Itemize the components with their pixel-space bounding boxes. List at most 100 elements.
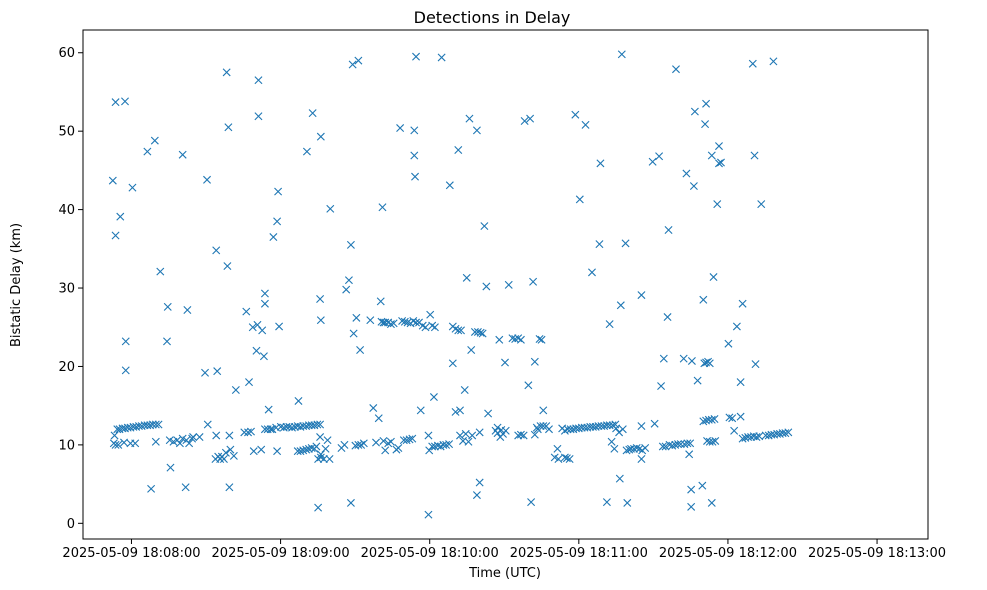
data-point	[751, 360, 760, 369]
data-point	[650, 419, 659, 428]
data-point	[465, 114, 474, 123]
data-point	[349, 329, 358, 338]
data-point	[396, 124, 405, 133]
data-point	[313, 420, 322, 429]
data-point	[617, 50, 626, 59]
data-point	[693, 376, 702, 385]
data-point	[482, 282, 491, 291]
data-point	[707, 415, 716, 424]
data-point	[530, 357, 539, 366]
data-point	[769, 57, 778, 66]
data-point	[520, 116, 529, 125]
data-point	[147, 484, 156, 493]
data-point	[163, 302, 172, 311]
data-point	[156, 267, 165, 276]
x-tick-label: 2025-05-09 18:10:00	[361, 546, 499, 561]
data-point	[285, 422, 294, 431]
data-point	[637, 422, 646, 431]
x-tick-label: 2025-05-09 18:08:00	[62, 546, 200, 561]
data-point	[710, 415, 719, 423]
data-point	[757, 200, 766, 209]
data-point	[354, 56, 363, 65]
data-point	[314, 503, 323, 512]
data-point	[699, 417, 708, 426]
data-point	[378, 203, 387, 212]
data-point	[519, 431, 528, 440]
y-tick-label: 0	[67, 517, 75, 532]
data-point	[755, 432, 764, 441]
data-point	[116, 212, 125, 221]
data-point	[416, 406, 425, 415]
data-point	[750, 151, 759, 160]
data-point	[163, 337, 171, 346]
data-point	[429, 393, 438, 402]
data-point	[468, 431, 477, 440]
data-point	[307, 444, 316, 453]
data-point	[716, 158, 725, 167]
data-point	[376, 297, 385, 306]
data-point	[493, 423, 502, 432]
data-point	[632, 444, 641, 453]
data-point	[709, 273, 718, 282]
data-point	[275, 322, 284, 331]
data-point	[658, 442, 667, 451]
data-point	[637, 291, 646, 300]
data-point	[405, 435, 414, 444]
data-point	[316, 132, 325, 141]
data-point	[249, 447, 258, 456]
data-point	[316, 433, 325, 442]
data-point	[454, 146, 463, 154]
data-point	[273, 217, 282, 226]
x-axis-label: Time (UTC)	[468, 566, 541, 581]
data-point	[240, 428, 249, 437]
data-point	[711, 436, 720, 445]
data-point	[400, 317, 409, 326]
data-point	[516, 335, 525, 344]
data-point	[430, 442, 439, 451]
data-point	[473, 327, 482, 336]
x-tick-label: 2025-05-09 18:11:00	[510, 546, 648, 561]
data-point	[454, 326, 463, 335]
data-point	[254, 112, 263, 121]
data-point	[424, 431, 433, 440]
data-point	[736, 412, 745, 421]
data-point	[346, 240, 355, 249]
data-point	[316, 316, 325, 325]
data-point	[539, 406, 548, 415]
data-point	[411, 172, 420, 181]
x-tick-label: 2025-05-09 18:13:00	[808, 546, 946, 561]
data-point	[348, 60, 357, 69]
data-point	[366, 316, 375, 325]
data-point	[150, 136, 159, 145]
data-point	[394, 444, 403, 453]
data-point	[659, 354, 668, 363]
data-point	[714, 142, 723, 151]
data-point	[445, 181, 454, 190]
data-point	[166, 463, 175, 472]
data-point	[699, 295, 708, 304]
data-point	[480, 222, 489, 231]
data-point	[732, 322, 741, 331]
data-point	[299, 446, 308, 455]
data-point	[657, 382, 666, 391]
data-point	[596, 159, 605, 168]
data-point	[504, 280, 513, 289]
data-point	[686, 439, 695, 448]
data-point	[294, 396, 303, 405]
data-point	[276, 422, 285, 431]
data-point	[497, 425, 506, 434]
data-point	[607, 437, 616, 446]
data-point	[738, 434, 747, 443]
x-axis: 2025-05-09 18:08:00 2025-05-09 18:09:00 20…	[62, 539, 946, 561]
data-point	[581, 120, 590, 129]
data-point	[266, 425, 275, 434]
data-point	[545, 425, 553, 434]
data-point	[178, 150, 187, 159]
data-point	[687, 485, 696, 494]
data-point	[222, 68, 231, 77]
data-point	[748, 59, 757, 68]
data-point	[356, 345, 365, 354]
data-point	[736, 378, 745, 387]
data-point	[344, 276, 353, 285]
